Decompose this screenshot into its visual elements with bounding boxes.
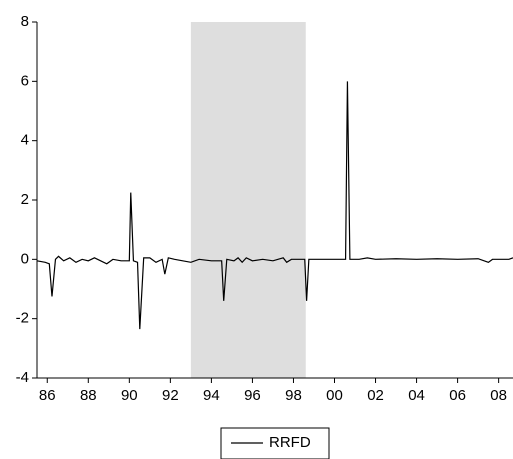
x-tick-label: 88	[80, 387, 97, 404]
y-tick-label: 0	[21, 250, 29, 267]
x-tick-label: 04	[408, 387, 425, 404]
x-tick-label: 06	[449, 387, 466, 404]
x-tick-label: 94	[203, 387, 220, 404]
x-tick-label: 90	[121, 387, 138, 404]
x-tick-label: 98	[285, 387, 302, 404]
y-tick-label: -4	[16, 369, 29, 386]
y-tick-label: 8	[21, 13, 29, 30]
data-line	[36, 81, 513, 330]
y-tick-label: 6	[21, 72, 29, 89]
legend-label: RRFD	[269, 434, 311, 451]
y-tick-label: 4	[21, 132, 29, 149]
x-tick-label: 00	[326, 387, 343, 404]
x-tick-label: 86	[39, 387, 56, 404]
shaded-region	[190, 22, 306, 378]
y-tick-label: 2	[21, 191, 29, 208]
x-tick-label: 08	[490, 387, 507, 404]
x-tick-label: 96	[244, 387, 261, 404]
x-tick-label: 92	[162, 387, 179, 404]
y-tick-label: -2	[16, 310, 29, 327]
x-tick-label: 02	[367, 387, 384, 404]
